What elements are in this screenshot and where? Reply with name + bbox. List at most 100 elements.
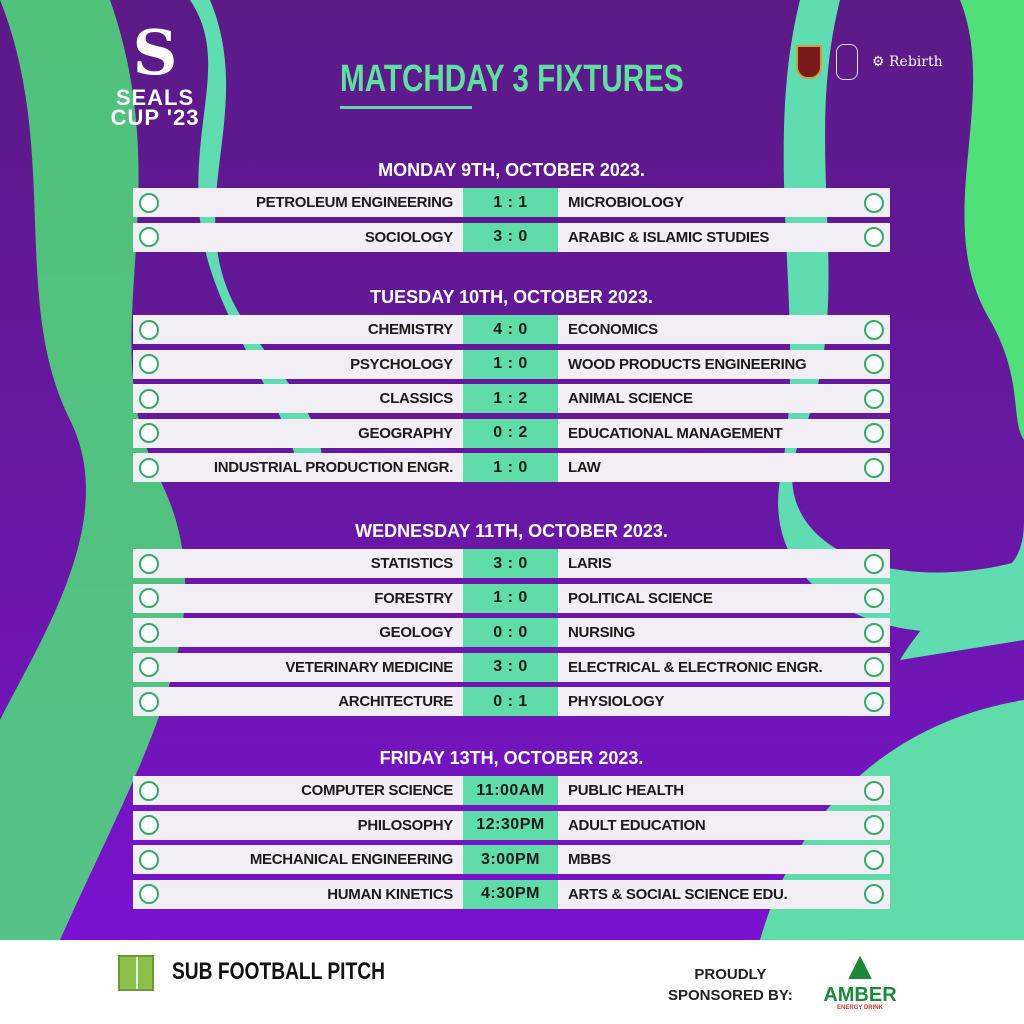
home-team: STATISTICS	[133, 549, 463, 578]
fixture-row: CHEMISTRY 4 : 0 ECONOMICS	[133, 315, 890, 344]
home-team-badge-icon	[139, 192, 159, 213]
away-team: MICROBIOLOGY	[558, 188, 890, 217]
score: 11:00AM	[463, 776, 558, 805]
home-team-badge-icon	[139, 815, 159, 836]
home-team-badge-icon	[139, 780, 159, 801]
away-team: MBBS	[558, 845, 890, 875]
home-team: VETERINARY MEDICINE	[133, 652, 463, 682]
fixture-row: CLASSICS 1 : 2 ANIMAL SCIENCE	[133, 384, 890, 414]
away-team-badge-icon	[864, 457, 884, 478]
away-team-badge-icon	[864, 319, 884, 340]
away-team-badge-icon	[864, 849, 884, 870]
partner-logos: ⚙ Rebirth	[796, 44, 943, 80]
away-team-badge-icon	[864, 657, 884, 678]
team-rebirth-logo: ⚙ Rebirth	[872, 54, 943, 70]
home-team-badge-icon	[139, 588, 159, 609]
away-team-badge-icon	[864, 884, 884, 905]
score: 0 : 0	[463, 618, 558, 648]
fixture-row: VETERINARY MEDICINE 3 : 0 ELECTRICAL & ELE…	[133, 652, 890, 682]
fixture-row: PETROLEUM ENGINEERING 1 : 1 MICROBIOLOGY	[133, 188, 890, 217]
score: 0 : 2	[463, 418, 558, 448]
home-team-badge-icon	[139, 319, 159, 340]
away-team: WOOD PRODUCTS ENGINEERING	[558, 349, 890, 379]
away-team: ARABIC & ISLAMIC STUDIES	[558, 222, 890, 252]
home-team: INDUSTRIAL PRODUCTION ENGR.	[133, 453, 463, 483]
away-team-badge-icon	[864, 588, 884, 609]
home-team-badge-icon	[139, 691, 159, 712]
score: 3:00PM	[463, 845, 558, 875]
fixture-row: HUMAN KINETICS 4:30PM ARTS & SOCIAL SCIENC…	[133, 879, 890, 909]
page-title: MATCHDAY 3 FIXTURES	[340, 58, 684, 100]
home-team: FORESTRY	[133, 583, 463, 613]
home-team: ARCHITECTURE	[133, 687, 463, 717]
score: 1 : 0	[463, 453, 558, 483]
score: 3 : 0	[463, 549, 558, 578]
away-team: POLITICAL SCIENCE	[558, 583, 890, 613]
away-team: ELECTRICAL & ELECTRONIC ENGR.	[558, 652, 890, 682]
away-team: ECONOMICS	[558, 315, 890, 344]
fixture-row: STATISTICS 3 : 0 LARIS	[133, 549, 890, 578]
home-team-badge-icon	[139, 553, 159, 574]
home-team-badge-icon	[139, 227, 159, 248]
home-team-badge-icon	[139, 423, 159, 444]
away-team: NURSING	[558, 618, 890, 648]
day-heading: WEDNESDAY 11TH, OCTOBER 2023.	[355, 521, 668, 541]
home-team: PHILOSOPHY	[133, 810, 463, 840]
score: 1 : 1	[463, 188, 558, 217]
home-team-badge-icon	[139, 388, 159, 409]
fixture-row: COMPUTER SCIENCE 11:00AM PUBLIC HEALTH	[133, 776, 890, 805]
fixture-row: ARCHITECTURE 0 : 1 PHYSIOLOGY	[133, 687, 890, 717]
sponsor-label: PROUDLY SPONSORED BY:	[668, 966, 793, 1004]
away-team: PHYSIOLOGY	[558, 687, 890, 717]
fixture-row: FORESTRY 1 : 0 POLITICAL SCIENCE	[133, 583, 890, 613]
home-team: PSYCHOLOGY	[133, 349, 463, 379]
day-heading: FRIDAY 13TH, OCTOBER 2023.	[379, 748, 644, 768]
away-team-badge-icon	[864, 691, 884, 712]
fixture-row: INDUSTRIAL PRODUCTION ENGR. 1 : 0 LAW	[133, 453, 890, 483]
away-team: PUBLIC HEALTH	[558, 776, 890, 805]
venue-label: SUB FOOTBALL PITCH	[172, 958, 385, 985]
association-logo-icon	[836, 44, 858, 80]
footer	[0, 940, 1024, 1024]
fixture-row: MECHANICAL ENGINEERING 3:00PM MBBS	[133, 845, 890, 875]
university-crest-icon	[796, 45, 822, 79]
home-team-badge-icon	[139, 354, 159, 375]
home-team: PETROLEUM ENGINEERING	[133, 188, 463, 217]
away-team: LARIS	[558, 549, 890, 578]
football-pitch-icon	[118, 955, 154, 991]
score: 1 : 0	[463, 583, 558, 613]
score: 3 : 0	[463, 222, 558, 252]
home-team: GEOGRAPHY	[133, 418, 463, 448]
home-team-badge-icon	[139, 657, 159, 678]
fixture-row: PSYCHOLOGY 1 : 0 WOOD PRODUCTS ENGINEERING	[133, 349, 890, 379]
score: 3 : 0	[463, 652, 558, 682]
amber-logo: ▲ AMBER ENERGY DRINK	[823, 944, 897, 1011]
away-team-badge-icon	[864, 423, 884, 444]
gear-icon: ⚙	[872, 54, 885, 70]
away-team: ANIMAL SCIENCE	[558, 384, 890, 414]
day-heading: TUESDAY 10TH, OCTOBER 2023.	[370, 287, 653, 307]
score: 0 : 1	[463, 687, 558, 717]
fixture-row: GEOLOGY 0 : 0 NURSING	[133, 618, 890, 648]
home-team-badge-icon	[139, 457, 159, 478]
score: 1 : 2	[463, 384, 558, 414]
home-team: HUMAN KINETICS	[133, 879, 463, 909]
fixture-row: GEOGRAPHY 0 : 2 EDUCATIONAL MANAGEMENT	[133, 418, 890, 448]
home-team-badge-icon	[139, 849, 159, 870]
away-team-badge-icon	[864, 553, 884, 574]
home-team: COMPUTER SCIENCE	[133, 776, 463, 805]
away-team-badge-icon	[864, 622, 884, 643]
home-team: CHEMISTRY	[133, 315, 463, 344]
away-team-badge-icon	[864, 354, 884, 375]
score: 4 : 0	[463, 315, 558, 344]
away-team-badge-icon	[864, 227, 884, 248]
fixture-row: PHILOSOPHY 12:30PM ADULT EDUCATION	[133, 810, 890, 840]
score: 1 : 0	[463, 349, 558, 379]
score: 12:30PM	[463, 810, 558, 840]
home-team: SOCIOLOGY	[133, 222, 463, 252]
away-team-badge-icon	[864, 192, 884, 213]
away-team-badge-icon	[864, 388, 884, 409]
away-team: LAW	[558, 453, 890, 483]
seals-cup-logo: S SEALS CUP '23	[110, 16, 200, 130]
away-team-badge-icon	[864, 815, 884, 836]
